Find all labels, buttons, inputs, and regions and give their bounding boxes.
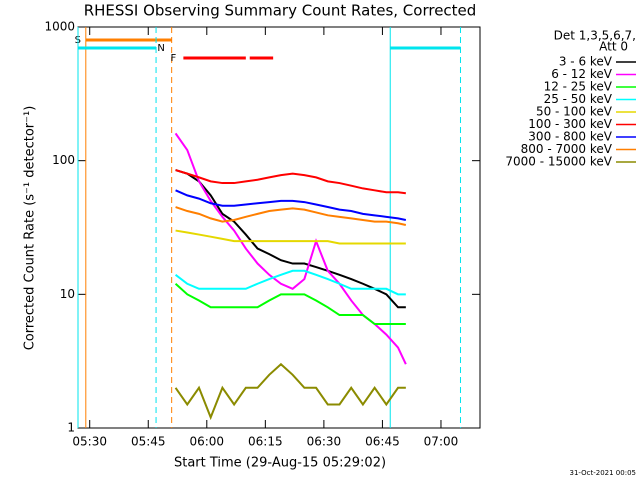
footer: 31-Oct-2021 00:05 bbox=[570, 469, 636, 477]
x-tick-label: 07:00 bbox=[424, 435, 459, 449]
series-line bbox=[175, 169, 406, 195]
chart-title: RHESSI Observing Summary Count Rates, Co… bbox=[84, 2, 477, 20]
legend-title: Det 1,3,5,6,7, bbox=[554, 29, 636, 43]
flag-label: N bbox=[157, 43, 164, 54]
x-tick-label: 05:30 bbox=[72, 435, 107, 449]
series-line bbox=[175, 229, 406, 245]
legend-label: 12 - 25 keV bbox=[544, 80, 613, 94]
x-tick-label: 05:45 bbox=[131, 435, 166, 449]
series-line bbox=[174, 283, 406, 325]
legend-label: 25 - 50 keV bbox=[544, 92, 613, 106]
series-line bbox=[175, 206, 407, 227]
series-line bbox=[175, 169, 406, 309]
y-tick-label: 1000 bbox=[44, 20, 75, 34]
x-tick-label: 06:15 bbox=[248, 435, 283, 449]
series-line bbox=[174, 362, 406, 421]
flag-label: F bbox=[170, 53, 176, 64]
y-tick-label: 1 bbox=[67, 421, 75, 435]
x-tick-label: 06:00 bbox=[189, 435, 224, 449]
legend-label: 100 - 300 keV bbox=[528, 117, 612, 131]
legend-label: 800 - 7000 keV bbox=[521, 142, 613, 156]
legend-label: 300 - 800 keV bbox=[528, 130, 612, 144]
y-axis-label: Corrected Count Rate (s⁻¹ detector⁻¹) bbox=[23, 106, 38, 351]
x-tick-label: 06:30 bbox=[307, 435, 342, 449]
legend-label: 7000 - 15000 keV bbox=[505, 155, 612, 169]
series-line bbox=[175, 189, 407, 221]
series-line bbox=[174, 269, 406, 296]
x-axis-label: Start Time (29-Aug-15 05:29:02) bbox=[174, 456, 386, 471]
y-tick-label: 10 bbox=[60, 287, 75, 301]
x-tick-label: 06:45 bbox=[365, 435, 400, 449]
legend-title: Att 0 bbox=[599, 40, 628, 54]
y-tick-label: 100 bbox=[52, 153, 75, 167]
legend-label: 6 - 12 keV bbox=[551, 67, 613, 81]
legend-label: 50 - 100 keV bbox=[536, 105, 613, 119]
legend-label: 3 - 6 keV bbox=[559, 55, 613, 69]
